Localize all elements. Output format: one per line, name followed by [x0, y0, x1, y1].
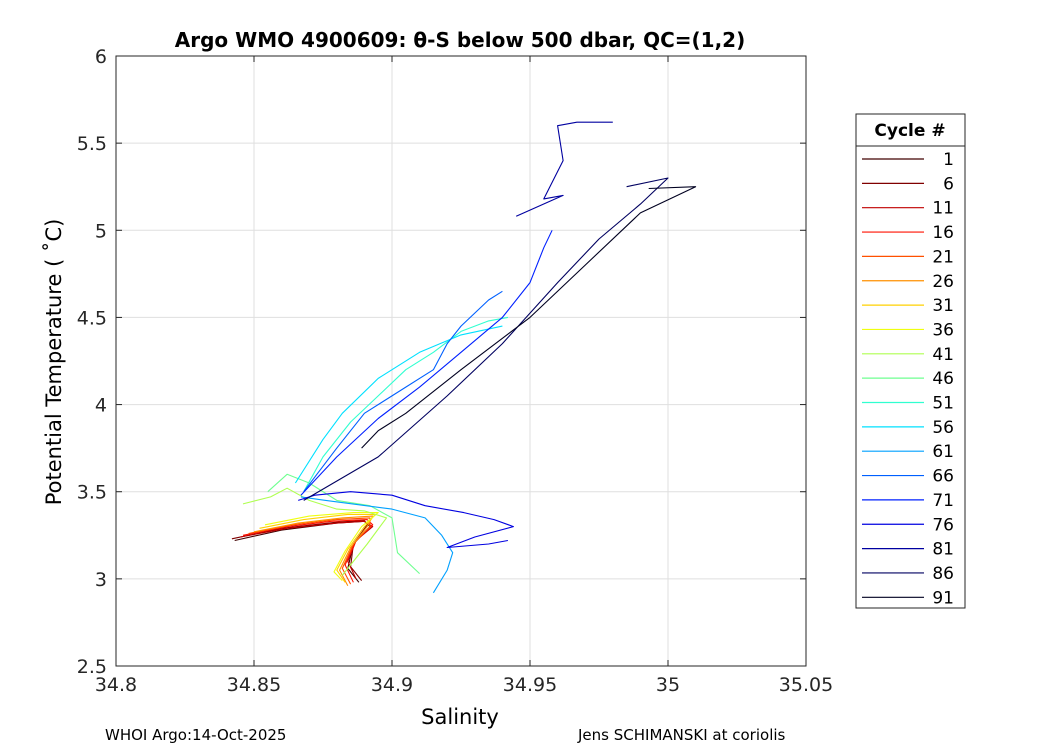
series-line-cycle-56	[294, 325, 503, 484]
legend-box	[855, 113, 966, 609]
legend-item: 56	[862, 418, 954, 438]
chart-title: Argo WMO 4900609: θ-S below 500 dbar, QC…	[175, 28, 745, 52]
series-line-cycle-76	[298, 491, 514, 549]
y-tick-label: 5	[95, 220, 107, 242]
legend-label: 26	[932, 272, 954, 292]
legend-label: 31	[932, 296, 954, 316]
axes: 34.8 34.85 34.9 34.95 35 35.05 2.5 3 3.5 4 4.5 5 5.5…	[77, 46, 833, 696]
legend-label: 91	[932, 588, 954, 608]
y-tick-label: 5.5	[77, 133, 107, 155]
legend-item: 91	[862, 588, 954, 608]
legend-item: 16	[862, 223, 954, 243]
x-tick-label: 35	[656, 674, 680, 696]
x-tick-label: 34.85	[227, 674, 281, 696]
series-line-cycle-26	[253, 515, 374, 587]
x-tick-label: 34.8	[95, 674, 137, 696]
series-line-cycle-86	[303, 177, 669, 501]
legend-label: 56	[932, 418, 954, 438]
y-tick-label: 3	[95, 569, 107, 591]
x-tick-label: 34.95	[503, 674, 557, 696]
legend-item: 81	[862, 540, 954, 560]
y-axis-label: Potential Temperature ( ˚C)	[42, 219, 66, 506]
legend-label: 1	[943, 150, 954, 170]
y-tick-label: 2.5	[77, 656, 107, 678]
series-line-cycle-91	[361, 186, 697, 449]
legend-item: 41	[862, 345, 954, 365]
legend-label: 76	[932, 515, 954, 535]
series-line-cycle-61	[300, 496, 454, 594]
legend-item: 76	[862, 515, 954, 535]
legend-label: 6	[943, 174, 954, 194]
legend-item: 66	[862, 467, 954, 487]
legend-title: Cycle #	[874, 121, 945, 141]
plot-area	[116, 56, 806, 666]
series-line-cycle-41	[242, 487, 388, 576]
legend-label: 51	[932, 394, 954, 414]
legend-item: 31	[862, 296, 954, 316]
x-tick-label: 35.05	[779, 674, 833, 696]
legend-label: 46	[932, 369, 954, 389]
legend-item: 51	[862, 394, 954, 414]
legend-item: 86	[862, 564, 954, 584]
legend-label: 71	[932, 491, 954, 511]
legend-item: 1	[862, 150, 954, 170]
y-tick-label: 3.5	[77, 482, 107, 504]
legend-label: 16	[932, 223, 954, 243]
series-line-cycle-31	[259, 513, 376, 583]
legend-item: 36	[862, 320, 954, 340]
x-axis-label: Salinity	[421, 705, 499, 729]
legend-item: 61	[862, 442, 954, 462]
legend-label: 86	[932, 564, 954, 584]
series-line-cycle-51	[303, 316, 508, 492]
y-tick-label: 4	[95, 395, 107, 417]
legend-item: 46	[862, 369, 954, 389]
legend-label: 81	[932, 540, 954, 560]
footer-credit-left: WHOI Argo:14-Oct-2025	[105, 726, 287, 744]
legend-item: 6	[862, 174, 954, 194]
legend-label: 36	[932, 320, 954, 340]
series-lines	[231, 121, 697, 594]
legend-label: 21	[932, 247, 954, 267]
series-line-cycle-71	[300, 230, 553, 496]
grid-lines	[116, 56, 806, 666]
legend-label: 41	[932, 345, 954, 365]
legend: Cycle # 16111621263136414651566166717681…	[855, 113, 966, 609]
footer-credit-right: Jens SCHIMANSKI at coriolis	[578, 726, 786, 744]
legend-label: 61	[932, 442, 954, 462]
legend-item: 21	[862, 247, 954, 267]
legend-label: 66	[932, 467, 954, 487]
series-line-cycle-36	[264, 512, 379, 581]
legend-item: 26	[862, 272, 954, 292]
series-line-cycle-46	[267, 473, 420, 574]
x-tick-label: 34.9	[371, 674, 413, 696]
series-line-cycle-81	[515, 121, 613, 217]
legend-item: 71	[862, 491, 954, 511]
axes-box	[115, 55, 807, 667]
y-tick-label: 6	[95, 46, 107, 68]
legend-label: 11	[932, 199, 954, 219]
legend-item: 11	[862, 199, 954, 219]
y-tick-label: 4.5	[77, 307, 107, 329]
plot-background	[116, 56, 806, 666]
series-line-cycle-66	[303, 290, 503, 493]
